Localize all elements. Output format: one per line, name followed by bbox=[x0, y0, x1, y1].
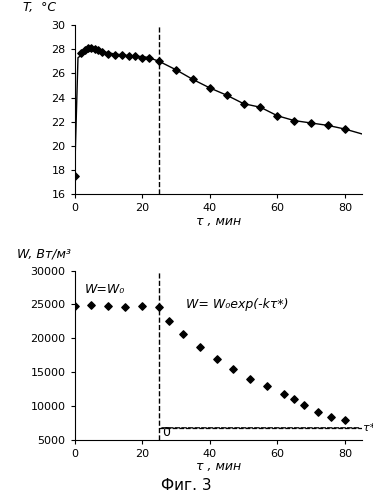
Point bbox=[291, 396, 297, 404]
Point bbox=[224, 91, 230, 99]
Point bbox=[106, 302, 112, 310]
Point bbox=[301, 401, 307, 409]
Point bbox=[325, 122, 331, 130]
Point bbox=[156, 58, 162, 66]
Point bbox=[132, 52, 138, 60]
Point bbox=[291, 116, 297, 124]
Point bbox=[213, 354, 219, 362]
Point bbox=[241, 100, 247, 108]
Point bbox=[315, 408, 321, 416]
Text: τ*, мин: τ*, мин bbox=[364, 423, 373, 433]
Point bbox=[231, 365, 236, 373]
Text: W, Вт/м³: W, Вт/м³ bbox=[17, 247, 71, 260]
X-axis label: τ , мин: τ , мин bbox=[196, 215, 241, 228]
Point bbox=[281, 390, 287, 398]
Point bbox=[257, 104, 263, 112]
Text: W=W₀: W=W₀ bbox=[85, 284, 125, 296]
Point bbox=[190, 76, 196, 84]
Point bbox=[112, 51, 118, 59]
Point bbox=[88, 301, 94, 309]
Point bbox=[82, 46, 88, 54]
Point bbox=[92, 45, 98, 53]
Point bbox=[156, 302, 162, 310]
Point bbox=[342, 125, 348, 133]
Point bbox=[95, 46, 101, 54]
Point bbox=[207, 84, 213, 92]
X-axis label: τ , мин: τ , мин bbox=[196, 460, 241, 473]
Point bbox=[173, 66, 179, 74]
Text: Фиг. 3: Фиг. 3 bbox=[161, 478, 212, 493]
Point bbox=[146, 54, 152, 62]
Text: 0: 0 bbox=[163, 426, 170, 440]
Point bbox=[98, 48, 104, 56]
Point bbox=[85, 44, 91, 52]
Point bbox=[328, 413, 334, 421]
Point bbox=[139, 54, 145, 62]
Point bbox=[122, 302, 128, 310]
Point bbox=[247, 375, 253, 383]
Point bbox=[197, 343, 203, 351]
Point bbox=[78, 49, 84, 57]
Point bbox=[119, 51, 125, 59]
Point bbox=[106, 50, 112, 58]
Point bbox=[264, 382, 270, 390]
Point bbox=[342, 416, 348, 424]
Point bbox=[180, 330, 186, 338]
Point bbox=[88, 44, 94, 52]
Point bbox=[139, 302, 145, 310]
Point bbox=[275, 112, 280, 120]
Point bbox=[72, 172, 78, 180]
Text: W= W₀exp(-kτ*): W= W₀exp(-kτ*) bbox=[186, 298, 289, 312]
Point bbox=[308, 119, 314, 127]
Text: T,  °C: T, °C bbox=[23, 2, 56, 15]
Point bbox=[166, 318, 172, 326]
Point bbox=[126, 52, 132, 60]
Point bbox=[72, 302, 78, 310]
